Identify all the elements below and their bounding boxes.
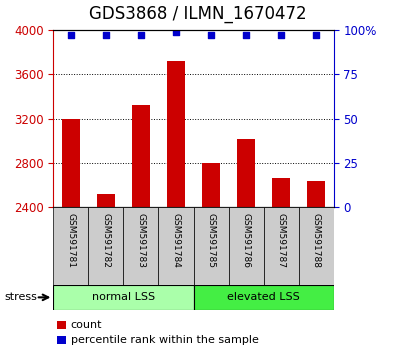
Bar xyxy=(123,207,158,287)
Bar xyxy=(53,207,88,287)
Text: GDS3868 / ILMN_1670472: GDS3868 / ILMN_1670472 xyxy=(89,5,306,23)
Bar xyxy=(53,285,194,310)
Text: GSM591788: GSM591788 xyxy=(312,213,321,268)
Text: GSM591781: GSM591781 xyxy=(66,213,75,268)
Text: count: count xyxy=(71,320,102,330)
Bar xyxy=(194,207,229,287)
Text: percentile rank within the sample: percentile rank within the sample xyxy=(71,335,259,345)
Bar xyxy=(229,207,263,287)
Text: elevated LSS: elevated LSS xyxy=(227,292,300,302)
Bar xyxy=(97,194,115,207)
Text: GSM591787: GSM591787 xyxy=(276,213,286,268)
Text: GSM591783: GSM591783 xyxy=(136,213,145,268)
Bar xyxy=(62,119,80,207)
Bar xyxy=(158,207,194,287)
Point xyxy=(208,33,214,38)
Point xyxy=(138,33,144,38)
Point xyxy=(313,33,320,38)
Bar xyxy=(237,138,255,207)
Bar xyxy=(307,181,325,207)
Bar xyxy=(194,285,334,310)
Point xyxy=(278,33,284,38)
Point xyxy=(243,33,249,38)
Text: normal LSS: normal LSS xyxy=(92,292,155,302)
Text: GSM591786: GSM591786 xyxy=(242,213,251,268)
Text: stress: stress xyxy=(4,292,37,302)
Bar xyxy=(88,207,123,287)
Bar xyxy=(299,207,334,287)
Point xyxy=(173,29,179,35)
Bar xyxy=(132,105,150,207)
Text: GSM591784: GSM591784 xyxy=(171,213,181,268)
Point xyxy=(103,33,109,38)
Point xyxy=(68,33,74,38)
Bar xyxy=(264,207,299,287)
Bar xyxy=(167,61,185,207)
Bar xyxy=(202,163,220,207)
Text: GSM591782: GSM591782 xyxy=(102,213,111,268)
Text: GSM591785: GSM591785 xyxy=(207,213,216,268)
Bar xyxy=(273,178,290,207)
